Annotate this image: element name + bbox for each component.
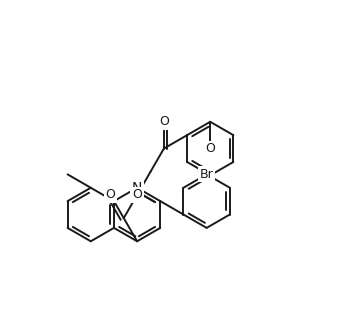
Text: O: O [159, 115, 169, 128]
Text: Br: Br [200, 168, 213, 181]
Text: O: O [132, 189, 142, 201]
Text: N: N [132, 181, 142, 195]
Text: O: O [205, 142, 215, 155]
Text: O: O [105, 189, 115, 201]
